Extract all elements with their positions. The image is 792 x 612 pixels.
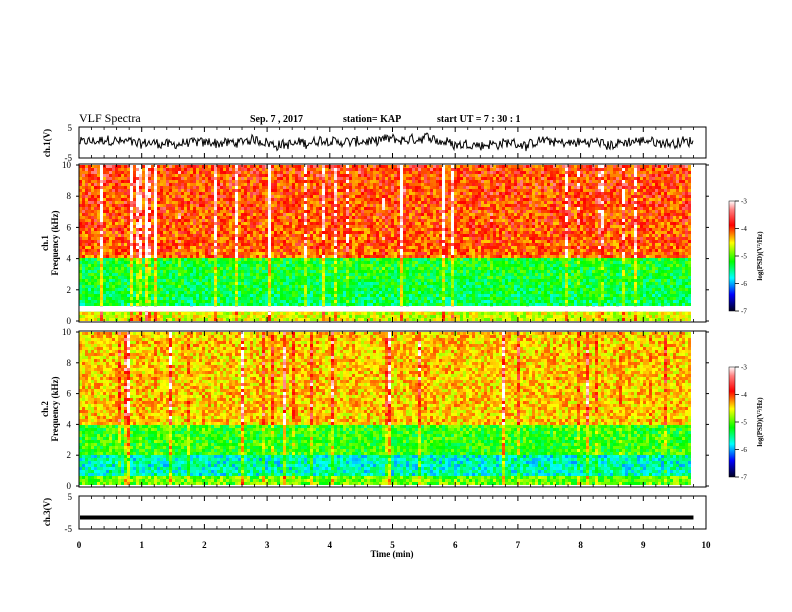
colorbar-tick-label: -5	[741, 253, 747, 261]
spec2-ytick-label-six: 6	[67, 389, 72, 399]
ch1-waveform-line	[79, 132, 694, 152]
xtick-label-0: 0	[77, 540, 82, 550]
xtick-label-9: 9	[641, 540, 646, 550]
colorbar1-label: log(PSD)(V²/Hz)	[756, 231, 764, 281]
xtick-label-5: 5	[390, 540, 395, 550]
ch1-channel-label: ch.1	[40, 235, 50, 251]
spec1-ytick-label-four: 4	[67, 254, 72, 264]
spec2-ytick-label-two: 2	[67, 450, 72, 460]
ch3-ytick-bottom: -5	[65, 524, 73, 534]
ch3-waveform-panel: 5 -5 ch.3(V)	[42, 492, 707, 534]
colorbar-tick-label: -6	[741, 446, 747, 454]
ch1-freq-ylabel: Frequency (kHz)	[50, 210, 60, 275]
xtick-label-8: 8	[578, 540, 583, 550]
ch2-spectrogram-panel: ch.2 Frequency (kHz) 0 2 4 6 8 10	[40, 327, 709, 491]
xtick-label-10: 10	[702, 540, 712, 550]
ch2-channel-label: ch.2	[40, 401, 50, 417]
xaxis-label: Time (min)	[370, 549, 413, 559]
xtick-label-2: 2	[202, 540, 207, 550]
spec2-ytick-label-four: 4	[67, 419, 72, 429]
ch3-ylabel: ch.3(V)	[42, 498, 52, 526]
xtick-label-7: 7	[516, 540, 521, 550]
colorbar-ch1: -3 -4 -5 -6 -7 log(PSD)(V²/Hz)	[728, 198, 764, 316]
ch1-ylabel: ch.1(V)	[42, 129, 52, 157]
station-label: station= KAP	[343, 114, 401, 125]
ch2-freq-ylabel: Frequency (kHz)	[50, 376, 60, 441]
colorbar-tick-label: -7	[741, 474, 747, 482]
colorbar-ch2: -3 -4 -5 -6 -7 log(PSD)(V²/Hz)	[728, 364, 764, 482]
date-label: Sep. 7 , 2017	[250, 114, 303, 125]
colorbar-tick-label: -4	[741, 225, 747, 233]
colorbar-tick-label: -3	[741, 198, 747, 206]
spec2-ytick-label-ten: 10	[62, 327, 72, 337]
figure-title: VLF Spectra	[79, 111, 141, 126]
colorbar-tick-label: -7	[741, 308, 747, 316]
ch1-waveform-panel: 5 -5 ch.1(V)	[42, 123, 707, 163]
ch1-spectrogram-panel: ch.1 Frequency (kHz) 0 2 4 6 8 10	[40, 160, 709, 326]
spec1-ytick-label-two: 2	[67, 285, 72, 295]
colorbar-tick-label: -3	[741, 364, 747, 372]
spec2-ytick-label-zero: 0	[67, 481, 72, 491]
ch2-spectrogram-heatmap	[79, 332, 706, 486]
colorbar-tick-label: -4	[741, 391, 747, 399]
xtick-label-1: 1	[139, 540, 144, 550]
spec1-ytick-label-eight: 8	[67, 191, 72, 201]
spec1-ytick-label-zero: 0	[67, 316, 72, 326]
xtick-label-3: 3	[265, 540, 270, 550]
ch1-spectrogram-heatmap	[79, 165, 706, 321]
colorbar2-label: log(PSD)(V²/Hz)	[756, 397, 764, 447]
xtick-label-6: 6	[453, 540, 458, 550]
spec1-ytick-label-six: 6	[67, 222, 72, 232]
ch3-ytick-top: 5	[68, 492, 73, 502]
colorbar-tick-label: -6	[741, 280, 747, 288]
colorbar-tick-label: -5	[741, 419, 747, 427]
time-axis: 0 1 2 3 4 5 6 7 8 9 10	[77, 127, 711, 550]
spec2-ytick-label-eight: 8	[67, 358, 72, 368]
xtick-label-4: 4	[328, 540, 333, 550]
spec1-ytick-label-ten: 10	[62, 160, 72, 170]
ch1-ytick-top: 5	[68, 123, 73, 133]
start-time-label: start UT = 7 : 30 : 1	[437, 114, 521, 125]
ch1-ytick-bottom: -5	[65, 153, 73, 163]
